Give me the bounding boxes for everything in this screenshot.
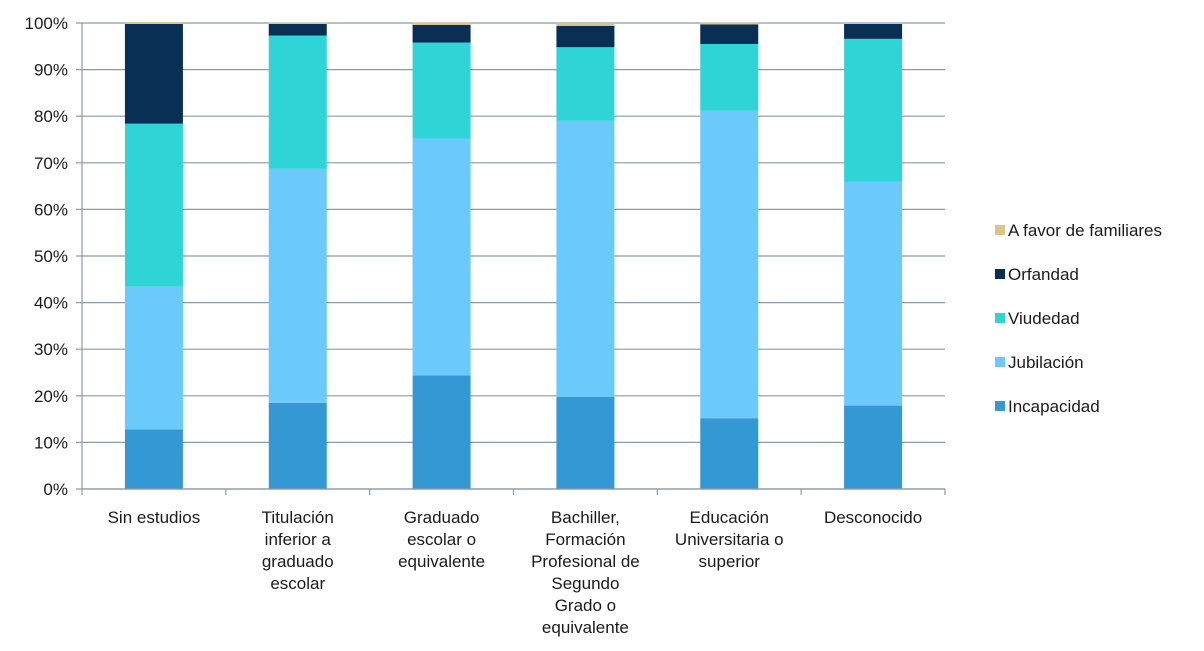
y-tick-label: 10%: [34, 433, 68, 452]
x-category-label: Graduado escolar o equivalente: [398, 508, 485, 571]
x-category-label: Sin estudios: [108, 508, 201, 527]
y-tick-label: 0%: [43, 480, 68, 499]
y-tick-label: 40%: [34, 294, 68, 313]
bar-segment-viudedad: [844, 38, 903, 182]
bar-segment-jubilaci-n: [700, 110, 759, 419]
bar-segment-incapacidad: [124, 429, 183, 489]
legend-swatch: [995, 357, 1005, 367]
y-tick-label: 70%: [34, 154, 68, 173]
x-category-label: Bachiller, Formación Profesional de Segundo…: [531, 508, 640, 637]
y-tick-label: 20%: [34, 387, 68, 406]
bar-segment-a-favor-de-familiares: [844, 23, 903, 24]
bar-segment-viudedad: [124, 123, 183, 287]
y-tick-label: 30%: [34, 340, 68, 359]
bar-segment-orfandad: [700, 24, 759, 44]
y-tick-label: 50%: [34, 247, 68, 266]
bar-segment-jubilaci-n: [844, 181, 903, 406]
bar-segment-jubilaci-n: [412, 138, 471, 376]
bar-segment-viudedad: [700, 43, 759, 111]
bar-segment-incapacidad: [844, 405, 903, 489]
bar-segment-a-favor-de-familiares: [412, 22, 471, 25]
bar-segment-a-favor-de-familiares: [700, 22, 759, 25]
bar-segment-a-favor-de-familiares: [124, 22, 183, 24]
bar-segment-orfandad: [124, 23, 183, 124]
legend-label: A favor de familiares: [1008, 221, 1162, 240]
y-tick-label: 100%: [25, 14, 68, 33]
bar-segment-viudedad: [268, 35, 327, 169]
bar-segment-jubilaci-n: [556, 120, 615, 397]
legend-swatch: [995, 401, 1005, 411]
bar-segment-orfandad: [556, 25, 615, 48]
bar-segment-orfandad: [268, 23, 327, 36]
bar-segment-incapacidad: [412, 375, 471, 489]
bar-segment-a-favor-de-familiares: [268, 22, 327, 24]
legend-label: Incapacidad: [1008, 397, 1100, 416]
legend-swatch: [995, 269, 1005, 279]
bar-segment-incapacidad: [556, 396, 615, 489]
axes: [76, 22, 946, 495]
y-tick-label: 90%: [34, 61, 68, 80]
legend-swatch: [995, 225, 1005, 235]
bar-segment-viudedad: [412, 42, 471, 139]
legend: A favor de familiares Orfandad Viudedad Jub…: [995, 221, 1162, 416]
bar-segment-orfandad: [844, 23, 903, 39]
legend-label: Orfandad: [1008, 265, 1079, 284]
x-category-label: Titulación inferior a graduado escolar: [262, 508, 334, 593]
gridlines: [82, 22, 945, 490]
bar-segment-viudedad: [556, 47, 615, 121]
bar-segment-incapacidad: [700, 418, 759, 489]
bar-segment-jubilaci-n: [268, 168, 327, 403]
bar-segment-orfandad: [412, 24, 471, 43]
legend-label: Viudedad: [1008, 309, 1080, 328]
legend-swatch: [995, 313, 1005, 323]
x-category-label: Desconocido: [824, 508, 922, 527]
bars: [124, 22, 903, 489]
y-tick-label: 80%: [34, 107, 68, 126]
x-axis-category-labels: Sin estudios Titulación inferior a graduado…: [108, 508, 923, 637]
y-tick-label: 60%: [34, 200, 68, 219]
bar-segment-incapacidad: [268, 402, 327, 489]
legend-label: Jubilación: [1008, 353, 1084, 372]
bar-segment-a-favor-de-familiares: [556, 23, 615, 26]
bar-segment-jubilaci-n: [124, 286, 183, 430]
x-category-label: Educación Universitaria o superior: [675, 508, 784, 571]
y-axis-tick-labels: 0% 10% 20% 30% 40% 50% 60% 70% 80% 90% 100%: [25, 14, 68, 499]
